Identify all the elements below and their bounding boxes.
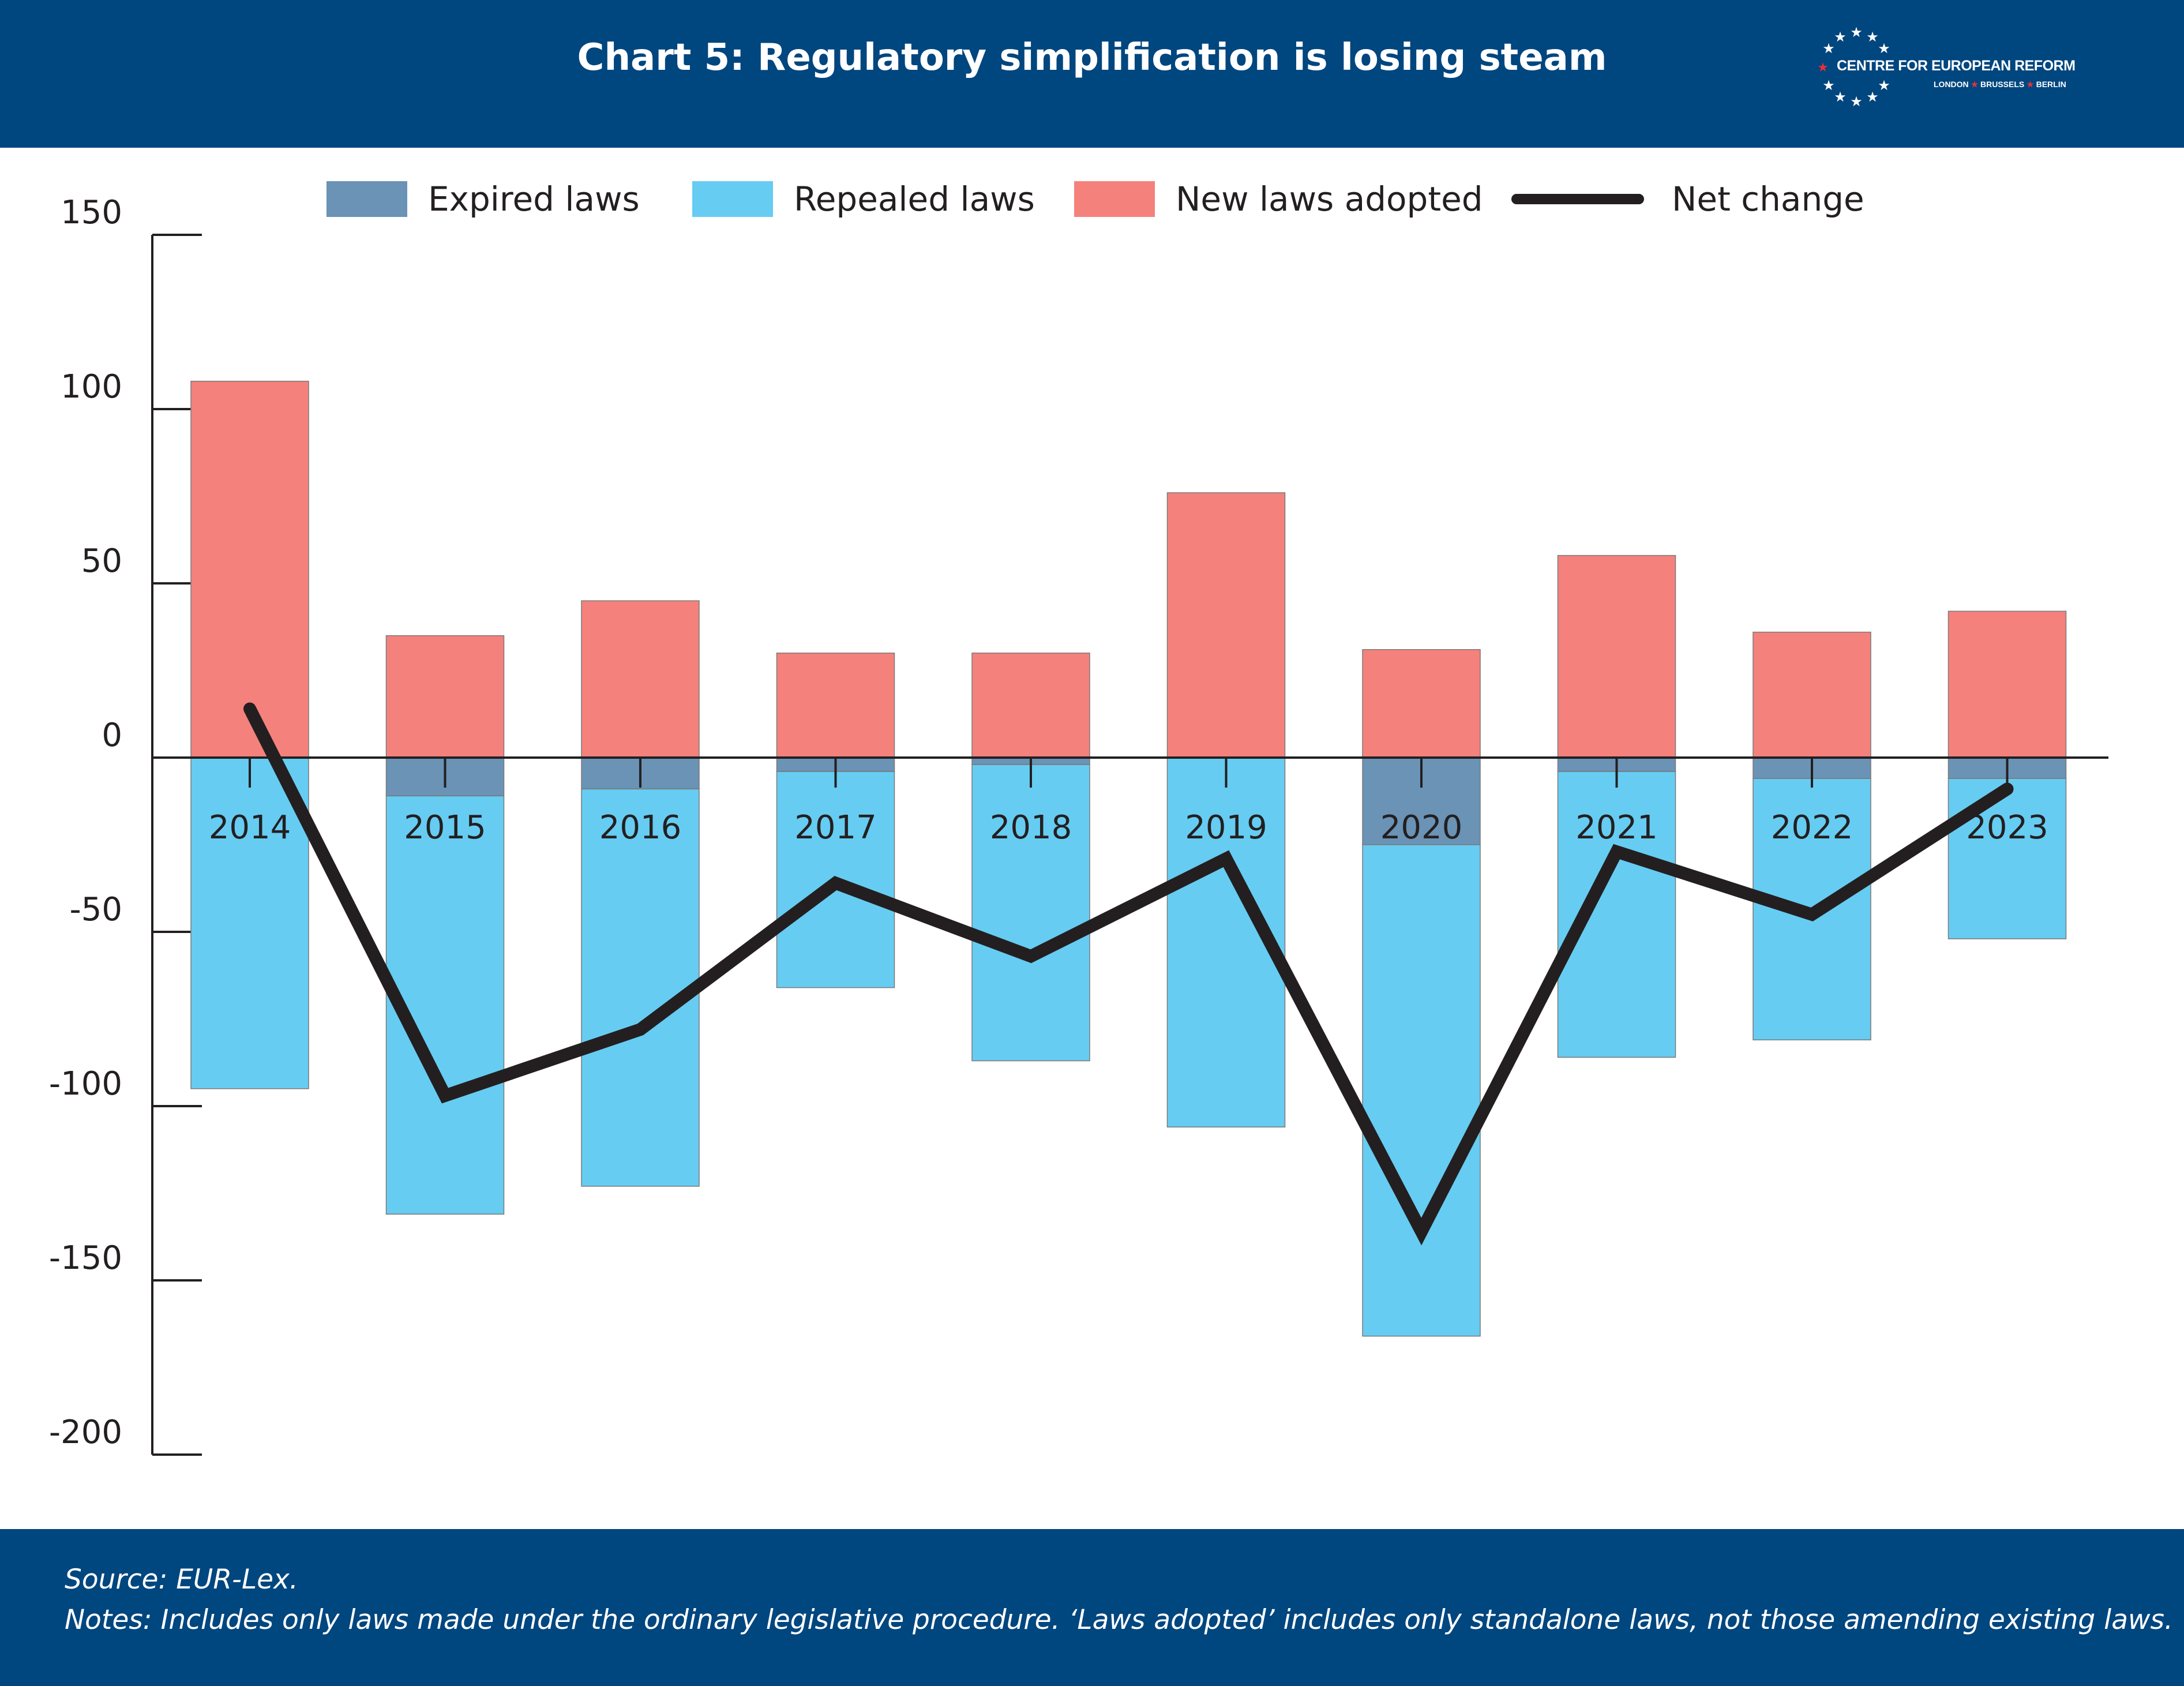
logo-city-berlin: BERLIN: [2036, 80, 2066, 89]
y-tick-label: -150: [49, 1239, 122, 1277]
red-star-icon: ★: [2027, 80, 2034, 89]
bar-new-laws: [1753, 631, 1871, 758]
footer-banner: Source: EUR-Lex. Notes: Includes only la…: [0, 1529, 2184, 1686]
legend-item-repealed: Repealed laws: [692, 173, 1035, 225]
y-tick-label: 0: [102, 717, 122, 754]
cer-logo: ★ ★ ★ ★ ★ ★ ★ ★ ★ ★ ★ CENTRE FOR EUROPEA…: [1811, 25, 2100, 112]
logo-cities: LONDON ★ BRUSSELS ★ BERLIN: [1934, 80, 2066, 89]
bar-new-laws: [1947, 610, 2067, 758]
svg-text:★: ★: [1850, 93, 1863, 110]
y-tick-label: 150: [61, 194, 122, 231]
y-tick-label: -50: [70, 891, 122, 928]
x-tick-label: 2014: [209, 809, 291, 846]
net-change-line: [243, 702, 2014, 1246]
bar-new-laws: [581, 600, 700, 758]
notes-text: Notes: Includes only laws made under the…: [65, 1604, 2173, 1636]
y-tick-label: -100: [49, 1065, 122, 1103]
legend-label-new: New laws adopted: [1176, 179, 1483, 219]
x-tick-label: 2020: [1380, 809, 1463, 846]
eu-stars-icon: ★ ★ ★ ★ ★ ★ ★ ★ ★ ★ ★: [1817, 25, 1890, 110]
svg-text:★: ★: [1878, 77, 1890, 93]
bar-repealed-laws: [1947, 778, 2067, 939]
svg-text:★: ★: [1834, 89, 1847, 105]
bar-repealed-laws: [971, 764, 1090, 1062]
legend-swatch-new: [1074, 181, 1155, 217]
source-note: Source: EUR-Lex.: [65, 1564, 298, 1595]
bar-repealed-laws: [1362, 844, 1481, 1337]
chart-legend: Expired laws Repealed laws New laws adop…: [0, 173, 2184, 225]
legend-label-net: Net change: [1672, 179, 1864, 219]
y-tick-label: 50: [81, 542, 122, 580]
svg-text:★: ★: [1834, 29, 1847, 45]
logo-city-brussels: BRUSSELS: [1980, 80, 2025, 89]
svg-text:★: ★: [1878, 40, 1890, 57]
bar-new-laws: [1166, 492, 1286, 758]
x-tick-label: 2022: [1771, 809, 1853, 846]
x-tick-label: 2016: [599, 809, 682, 846]
bar-new-laws: [776, 653, 895, 758]
bar-new-laws: [971, 653, 1090, 758]
bar-new-laws: [190, 380, 309, 758]
bar-repealed-laws: [581, 788, 700, 1187]
y-tick-label: 100: [61, 368, 122, 406]
svg-text:★: ★: [1822, 40, 1835, 57]
svg-text:★: ★: [1817, 61, 1829, 75]
x-tick-label: 2021: [1575, 809, 1658, 846]
logo-name: CENTRE FOR EUROPEAN REFORM: [1837, 58, 2076, 74]
legend-item-expired: Expired laws: [327, 173, 640, 225]
bar-new-laws: [1362, 649, 1481, 758]
y-tick-label: -200: [49, 1414, 122, 1451]
svg-text:★: ★: [1866, 89, 1879, 105]
svg-text:★: ★: [1822, 77, 1835, 93]
x-tick-label: 2019: [1185, 809, 1267, 846]
x-tick-label: 2023: [1966, 809, 2048, 846]
svg-text:★: ★: [1866, 29, 1879, 45]
header-banner: Chart 5: Regulatory simplification is lo…: [0, 0, 2184, 148]
legend-label-repealed: Repealed laws: [794, 179, 1035, 219]
red-star-icon: ★: [1971, 80, 1979, 89]
legend-swatch-expired: [327, 181, 407, 217]
bar-new-laws: [385, 635, 505, 758]
logo-city-london: LONDON: [1934, 80, 1969, 89]
x-tick-label: 2018: [990, 809, 1072, 846]
legend-label-expired: Expired laws: [428, 179, 640, 219]
bar-new-laws: [1557, 554, 1676, 758]
x-tick-label: 2015: [404, 809, 486, 846]
svg-text:★: ★: [1850, 25, 1863, 40]
x-tick-label: 2017: [794, 809, 877, 846]
bar-repealed-laws: [190, 757, 309, 1089]
legend-swatch-net: [1511, 194, 1644, 204]
legend-item-net: Net change: [1511, 173, 1864, 225]
legend-item-new: New laws adopted: [1074, 173, 1483, 225]
legend-swatch-repealed: [692, 181, 773, 217]
chart-title: Chart 5: Regulatory simplification is lo…: [577, 36, 1607, 79]
